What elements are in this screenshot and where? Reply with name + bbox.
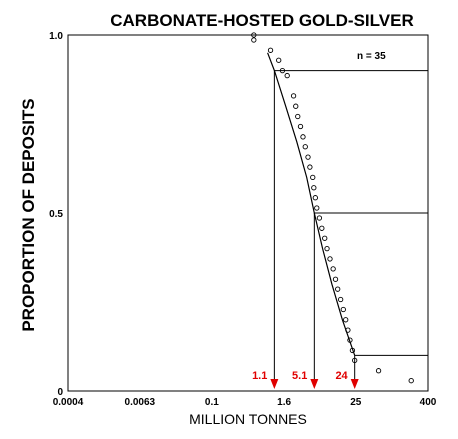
chart-marks: 0.0004 0.0063 0.1 1.6 25 400 0 0.5 1.0 1.1 5.1 24 xyxy=(49,31,437,408)
data-point xyxy=(408,378,414,384)
data-point xyxy=(327,256,333,262)
data-point xyxy=(352,357,358,364)
data-point xyxy=(297,123,304,130)
data-point xyxy=(276,57,282,63)
data-point xyxy=(267,47,274,53)
data-point xyxy=(312,195,318,201)
percentile-label: 5.1 xyxy=(292,370,307,382)
x-tick-label: 0.0063 xyxy=(125,397,156,408)
data-point xyxy=(251,37,257,43)
percentile-label: 24 xyxy=(335,370,348,382)
x-tick-label: 1.6 xyxy=(277,397,291,408)
data-point xyxy=(330,266,336,272)
x-tick-label: 400 xyxy=(420,397,437,408)
data-point xyxy=(322,235,328,241)
x-tick-label: 0.0004 xyxy=(53,397,84,408)
data-point xyxy=(324,245,330,252)
data-point xyxy=(295,113,301,120)
data-point xyxy=(347,337,353,343)
data-point xyxy=(349,347,356,354)
percentile-label: 1.1 xyxy=(252,370,267,382)
data-point xyxy=(332,276,339,282)
percentile-arrow xyxy=(310,379,319,389)
data-point xyxy=(311,185,317,191)
y-tick-label: 0 xyxy=(57,387,63,398)
data-point xyxy=(314,205,320,211)
data-point xyxy=(290,93,297,99)
fitted-curve xyxy=(267,52,356,356)
percentile-arrow xyxy=(350,379,359,389)
data-point xyxy=(337,296,344,303)
x-tick-label: 25 xyxy=(350,397,362,408)
percentile-arrow xyxy=(270,379,279,389)
data-point xyxy=(302,144,308,150)
data-point xyxy=(310,174,316,181)
data-point xyxy=(343,317,349,323)
data-point xyxy=(284,72,290,79)
data-point xyxy=(305,154,311,160)
sample-count-label: n = 35 xyxy=(357,51,386,62)
data-point xyxy=(340,306,346,313)
data-point xyxy=(279,67,286,74)
y-tick-label: 0.5 xyxy=(49,209,63,220)
data-point xyxy=(319,225,325,231)
x-axis-label: MILLION TONNES xyxy=(189,411,307,427)
x-tick-label: 0.1 xyxy=(205,397,219,408)
data-point xyxy=(251,32,257,38)
data-point xyxy=(375,368,382,374)
data-point xyxy=(300,134,306,140)
data-point xyxy=(316,215,323,221)
data-point xyxy=(335,286,341,292)
data-point xyxy=(293,103,299,109)
y-axis-label: PROPORTION OF DEPOSITS xyxy=(19,98,38,331)
data-point xyxy=(307,164,313,170)
data-point xyxy=(345,327,351,333)
chart-title: CARBONATE-HOSTED GOLD-SILVER xyxy=(110,11,413,30)
y-tick-label: 1.0 xyxy=(49,31,63,42)
